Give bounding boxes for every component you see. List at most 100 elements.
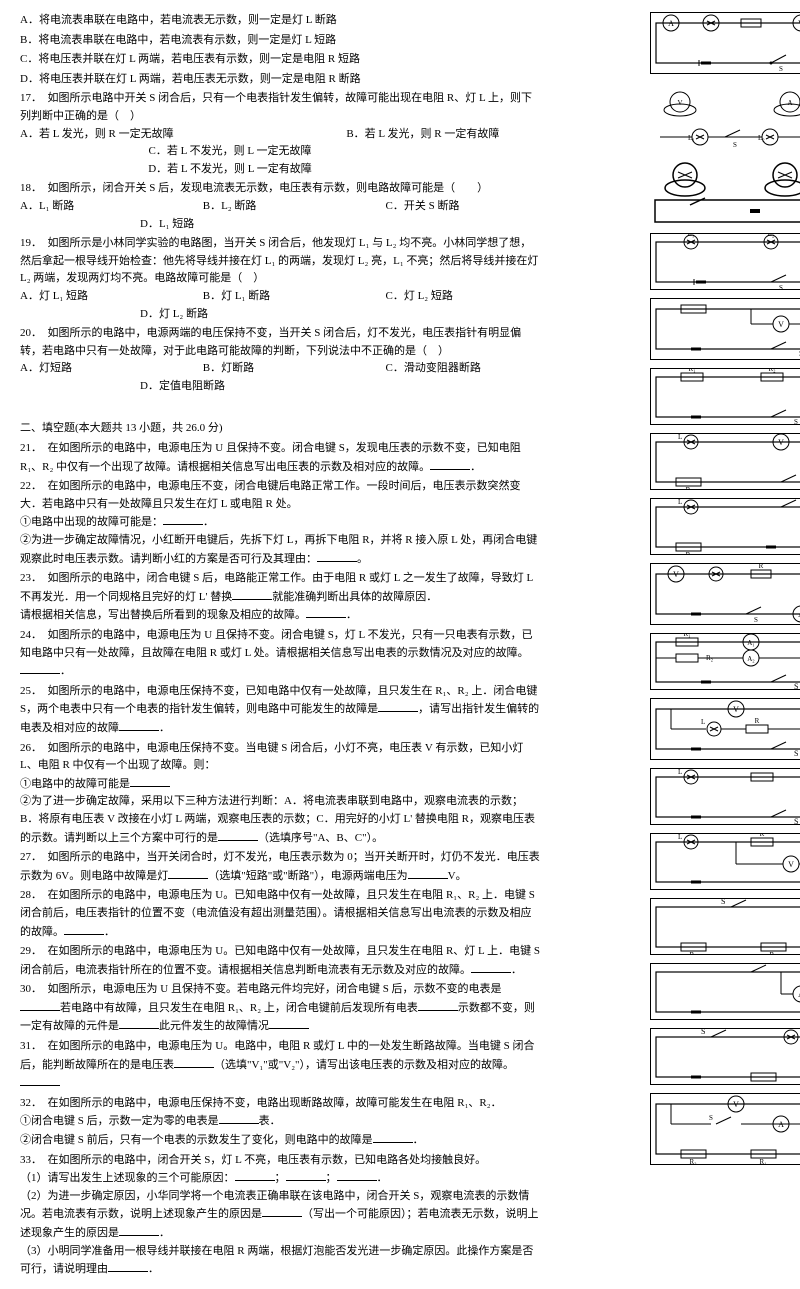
q32-blank2 [373,1131,413,1143]
circuit-fig-19 [650,160,800,225]
svg-text:S: S [709,1114,713,1122]
q20-b: B．灯断路 [203,360,353,378]
q26-blank1 [130,775,170,787]
circuit-fig-33b: S L [650,1028,800,1085]
q32-p2: ②闭合电键 S 前后，只有一个电表的示数发生了变化，则电路中的故障是． [20,1131,540,1150]
svg-text:S: S [794,682,798,689]
svg-text:R₂: R₂ [769,951,777,954]
q20-row1: A．灯短路 B．灯断路 C．滑动变阻器断路 [20,360,540,378]
svg-text:L: L [678,769,682,776]
svg-text:S: S [701,1029,705,1036]
q30-p4: 此元件发生的故障情况 [159,1020,269,1032]
svg-text:S: S [721,899,725,906]
q24: 24． 如图所示的电路中，电源电压为 U 且保持不变。闭合电键 S，灯 L 不发… [20,627,540,681]
svg-text:R₁: R₁ [688,369,695,373]
q31-blank1 [174,1056,214,1068]
svg-text:S: S [794,817,798,824]
q30-blank4 [269,1017,309,1029]
svg-text:S: S [779,65,783,73]
q23-p1: 请根据相关信息，写出替换后所看到的现象及相应的故障。． [20,606,540,625]
circuit-fig-20: L₁ L₂ S [650,233,800,290]
q20-a: A．灯短路 [20,360,170,378]
circuit-fig-28: L S [650,768,800,825]
q17-stem: 17． 如图所示电路中开关 S 闭合后，只有一个电表指针发生偏转，故障可能出现在… [20,90,540,125]
q21-blank [430,458,470,470]
svg-text:L: L [701,718,705,726]
svg-text:R₁: R₁ [689,951,696,954]
q30: 30． 如图所示，电源电压为 U 且保持不变。若电路元件均完好，闭合电键 S 后… [20,981,540,1036]
q32-p1-text: ①闭合电键 S 后，示数一定为零的电表是 [20,1115,219,1127]
q29-text: 29． 在如图所示的电路中，电源电压为 U。已知电路中仅有一处故障，且只发生在电… [20,945,540,976]
q19-c: C．灯 L₂ 短路 [386,288,453,306]
q26-p2: ②为了进一步确定故障，采用以下三种方法进行判断：A．将电流表串联到电路中，观察电… [20,793,540,847]
q26-p1: ①电路中的故障可能是 [20,775,540,794]
q32-p1: ①闭合电键 S 后，示数一定为零的电表是表． [20,1112,540,1131]
q23-blank2 [306,606,346,618]
circuit-fig-24: L S R [650,498,800,555]
svg-text:S: S [733,141,737,149]
q20-d: D．定值电阻断路 [140,378,540,396]
q25: 25． 如图所示的电路中，电源电压保持不变，已知电路中仅有一处故障，且只发生在 … [20,683,540,738]
text-column: A．将电流表串联在电路中，若电流表无示数，则一定是灯 L 断路 B．将电流表串联… [20,12,540,1279]
svg-text:L₁: L₁ [688,234,695,238]
svg-text:A: A [668,19,674,28]
q33-p1-text: （1）请写出发生上述现象的三个可能原因： [20,1172,235,1184]
q19-a: A．灯 L₁ 短路 [20,288,170,306]
q28: 28． 在如图所示的电路中，电源电压为 U。已知电路中仅有一处故障，且只发生在电… [20,887,540,941]
circuit-fig-26: R₁ A₁ R₂ A₂ S [650,633,800,690]
q29-blank [471,961,511,973]
q20-stem: 20． 如图所示的电路中，电源两端的电压保持不变，当开关 S 闭合后，灯不发光，… [20,325,540,360]
svg-text:V: V [733,1100,739,1109]
section2-title: 二、填空题(本大题共 13 小题，共 26.0 分) [20,420,540,438]
svg-text:L: L [678,834,682,841]
circuit-fig-32: S R₁ R₂ [650,898,800,955]
q16-opt-c: C．将电压表并联在灯 L 两端，若电压表有示数，则一定是电阻 R 短路 [20,51,540,69]
q30-blank1 [20,999,60,1011]
q27-blank1 [168,867,208,879]
q27-p3: V。 [448,870,467,882]
circuit-fig-27: V L R S [650,698,800,760]
figures-column: A V S V A L₁ L₂ S L₁ L₂ S V S R₁ R₂ S L … [650,12,800,1173]
q33-p1: （1）请写出发生上述现象的三个可能原因：；；． [20,1169,540,1188]
q30-stem: 30． 如图所示，电源电压为 U 且保持不变。若电路元件均完好，闭合电键 S 后… [20,983,502,995]
q17-d: D．若 L 不发光，则 L 一定有故障 [0,161,540,179]
q30-p2: 若电路中有故障，且只发生在电阻 R₁、R₂ 上，闭合电键前后发现所有电表 [60,1002,418,1014]
svg-text:R₂: R₂ [768,369,776,373]
circuit-fig-21: V S [650,298,800,360]
q33-blank2 [286,1169,326,1181]
svg-text:S: S [754,616,758,624]
circuit-fig-18: V A L₁ L₂ S [650,82,800,152]
q22-blank1 [163,513,203,525]
q18-c: C．开关 S 断路 [386,198,460,216]
q31-blank2 [20,1074,60,1086]
q24-blank [20,662,60,674]
q33-blank3 [337,1169,377,1181]
q19-stem: 19． 如图所示是小林同学实验的电路图，当开关 S 闭合后，他发现灯 L₁ 与 … [20,235,540,288]
q31-p2: （选填"V₁"或"V₂"），请写出该电压表的示数及相对应的故障。 [214,1059,514,1071]
q16-opt-d: D．将电压表并联在灯 L 两端，若电压表无示数，则一定是电阻 R 断路 [20,71,540,89]
circuit-fig-22: R₁ R₂ S [650,368,800,425]
q30-blank2 [418,999,458,1011]
svg-text:L: L [678,499,682,506]
q24-text: 24． 如图所示的电路中，电源电压为 U 且保持不变。闭合电键 S，灯 L 不发… [20,629,533,659]
svg-text:L₂: L₂ [768,234,775,238]
svg-text:S: S [794,418,798,424]
svg-text:V: V [778,438,784,447]
q18-d: D．L₁ 短路 [140,216,540,234]
q22-p1: ①电路中出现的故障可能是：． [20,513,540,532]
q16-opt-b: B．将电流表串联在电路中，若电流表有示数，则一定是灯 L 短路 [20,32,540,50]
q33-blank4 [262,1205,302,1217]
q21: 21． 在如图所示的电路中，电源电压为 U 且保持不变。闭合电键 S，发现电压表… [20,440,540,476]
svg-text:R₂: R₂ [689,1158,697,1164]
q31: 31． 在如图所示的电路中，电源电压为 U。电路中，电阻 R 或灯 L 中的一处… [20,1038,540,1093]
svg-text:R: R [760,834,765,838]
q23-p1-text: 请根据相关信息，写出替换后所看到的现象及相应的故障。 [20,609,306,621]
page-content: A．将电流表串联在电路中，若电流表无示数，则一定是灯 L 断路 B．将电流表串联… [20,12,800,1279]
svg-text:R: R [686,486,691,489]
q19-row1: A．灯 L₁ 短路 B．灯 L₁ 断路 C．灯 L₂ 短路 [20,288,540,306]
svg-text:S: S [794,749,798,758]
q32-stem: 32． 在如图所示的电路中，电源电压保持不变，电路出现断路故障，故障可能发生在电… [20,1095,540,1113]
q22-period: 。 [357,553,368,565]
circuit-fig-30: L R V [650,833,800,890]
q33-blank5 [119,1224,159,1236]
